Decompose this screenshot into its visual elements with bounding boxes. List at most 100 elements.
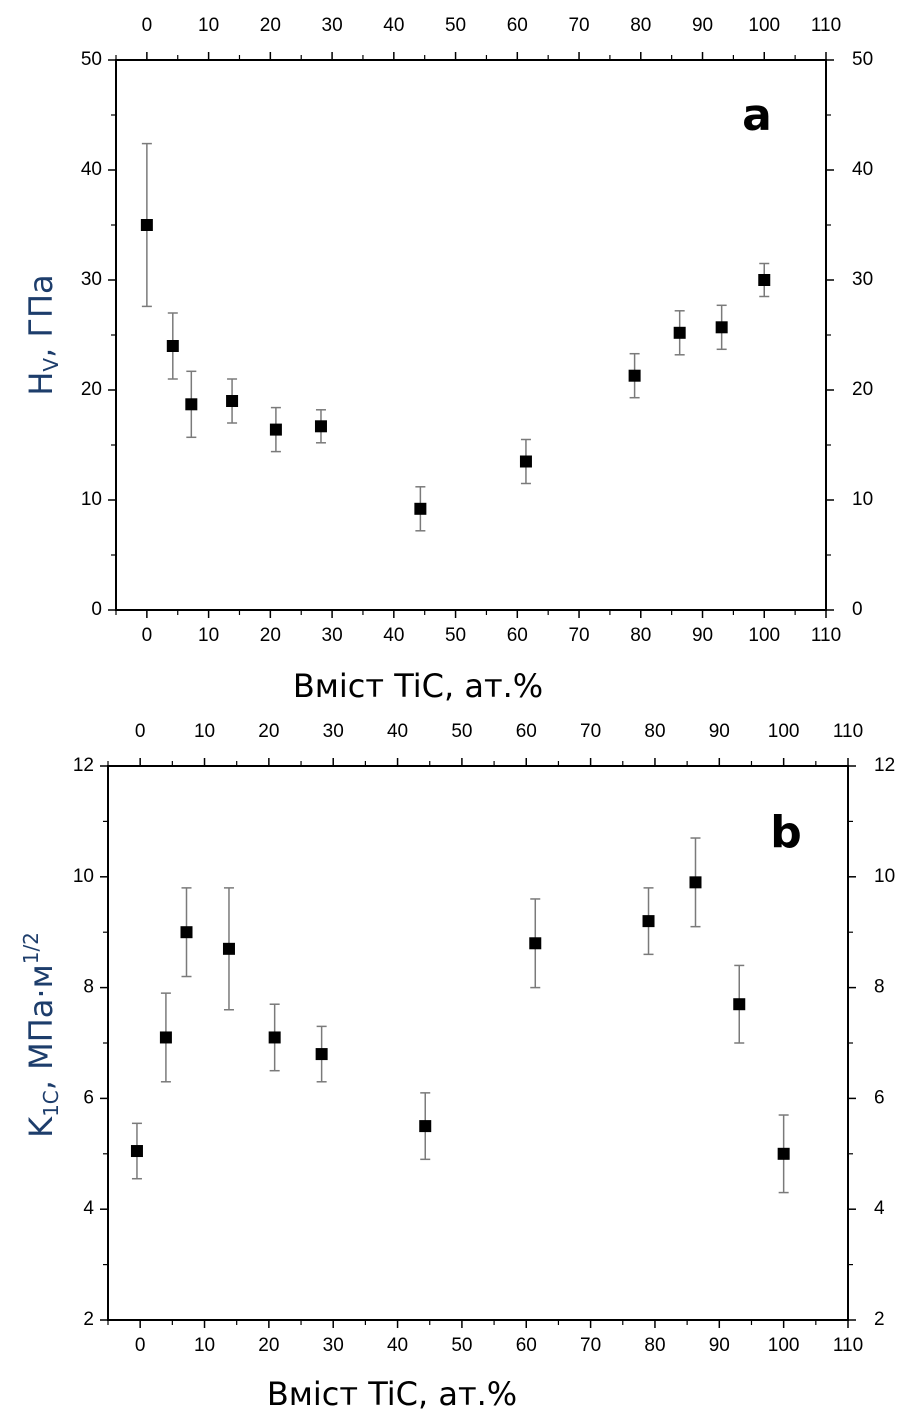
x-tick-label-bottom: 90 <box>692 625 713 646</box>
panel-b-x-axis-label: Вміст TiC, ат.% <box>267 1375 517 1413</box>
y-tick-label-right: 0 <box>852 599 863 620</box>
x-tick-label-top: 20 <box>260 15 281 36</box>
data-point <box>269 406 282 453</box>
x-tick-label-top: 10 <box>198 15 219 36</box>
y-tick-label-left: 6 <box>83 1087 94 1108</box>
x-tick-label-bottom: 100 <box>748 625 780 646</box>
x-tick-label-top: 0 <box>135 721 146 742</box>
x-tick-label-bottom: 110 <box>811 625 841 646</box>
square-marker <box>758 274 771 286</box>
panel-b-y-label-main: K <box>22 1116 60 1138</box>
square-marker <box>159 1031 172 1044</box>
x-tick-label-top: 90 <box>709 721 730 742</box>
y-tick-label-left: 0 <box>91 599 102 620</box>
y-tick-label-left: 2 <box>83 1309 94 1330</box>
panel-b-axes: 0 0 10 10 20 20 30 30 40 40 50 50 60 60 70 70 80 80 90 90 10… <box>73 721 895 1356</box>
x-tick-label-top: 110 <box>833 721 863 742</box>
x-tick-label-bottom: 30 <box>323 1335 344 1356</box>
data-point <box>673 310 686 356</box>
square-marker <box>268 1031 281 1044</box>
x-tick-label-top: 70 <box>580 721 601 742</box>
square-marker <box>180 926 193 939</box>
y-tick-label-right: 12 <box>874 755 895 776</box>
x-tick-label-bottom: 70 <box>580 1335 601 1356</box>
panel-b-y-label-sup: 1/2 <box>19 932 43 964</box>
data-point <box>268 1003 281 1072</box>
panel-a-letter: a <box>742 90 772 141</box>
square-marker <box>642 915 655 928</box>
x-tick-label-bottom: 50 <box>445 625 466 646</box>
data-point <box>180 887 193 978</box>
square-marker <box>315 1048 328 1061</box>
x-tick-label-bottom: 0 <box>135 1335 146 1356</box>
square-marker <box>185 398 198 411</box>
y-tick-label-right: 20 <box>852 379 873 400</box>
panel-b-data-points <box>130 837 790 1194</box>
x-tick-label-top: 10 <box>194 721 215 742</box>
x-tick-label-bottom: 60 <box>507 625 528 646</box>
data-point <box>519 438 532 485</box>
square-marker <box>519 455 532 468</box>
square-marker <box>673 326 686 339</box>
panel-a-axes: 0 0 10 10 20 20 30 30 40 40 50 50 60 60 70 70 80 80 90 90 10… <box>81 15 873 646</box>
panel-b-letter: b <box>770 807 802 858</box>
x-tick-label-bottom: 60 <box>516 1335 537 1356</box>
square-marker <box>414 502 427 515</box>
data-point <box>733 964 746 1044</box>
data-point <box>715 304 728 351</box>
panel-a-y-label-sub: V <box>39 358 63 372</box>
data-point <box>689 837 702 928</box>
panel-a-x-axis-label: Вміст TiC, ат.% <box>293 667 543 705</box>
x-tick-label-bottom: 90 <box>709 1335 730 1356</box>
data-point <box>529 898 542 989</box>
x-tick-label-top: 50 <box>445 15 466 36</box>
x-tick-label-top: 90 <box>692 15 713 36</box>
x-tick-label-bottom: 70 <box>568 625 589 646</box>
x-tick-label-top: 30 <box>323 721 344 742</box>
x-tick-label-bottom: 10 <box>198 625 219 646</box>
panel-a-y-axis-label: HV, ГПа <box>22 274 63 395</box>
data-point <box>185 370 198 439</box>
y-tick-label-right: 40 <box>852 159 873 180</box>
y-tick-label-right: 10 <box>874 866 895 887</box>
x-tick-label-top: 80 <box>630 15 651 36</box>
y-tick-label-left: 10 <box>81 489 102 510</box>
x-tick-label-top: 70 <box>568 15 589 36</box>
data-point <box>315 1025 328 1083</box>
x-tick-label-bottom: 80 <box>644 1335 665 1356</box>
square-marker <box>166 340 179 352</box>
square-marker <box>628 369 641 382</box>
x-tick-label-bottom: 20 <box>258 1335 279 1356</box>
x-tick-label-top: 60 <box>516 721 537 742</box>
data-point <box>159 992 172 1083</box>
data-point <box>414 486 427 532</box>
x-tick-label-top: 100 <box>748 15 780 36</box>
panel-a-y-label-main: H <box>22 372 60 396</box>
data-point <box>777 1114 790 1194</box>
x-tick-label-bottom: 10 <box>194 1335 215 1356</box>
x-tick-label-top: 40 <box>383 15 404 36</box>
x-tick-label-top: 100 <box>768 721 800 742</box>
data-point <box>226 378 239 424</box>
panel-a-chart: 0 0 10 10 20 20 30 30 40 40 50 50 60 60 70 70 80 80 90 90 10… <box>22 15 873 705</box>
x-tick-label-bottom: 0 <box>142 625 153 646</box>
panel-b-y-axis-label: K1C, МПа·м1/2 <box>19 932 63 1138</box>
y-tick-label-right: 4 <box>874 1198 885 1219</box>
x-tick-label-bottom: 40 <box>387 1335 408 1356</box>
panel-a-y-label-rest: , ГПа <box>22 274 60 358</box>
y-tick-label-left: 20 <box>81 379 102 400</box>
y-tick-label-right: 8 <box>874 977 885 998</box>
x-tick-label-top: 60 <box>507 15 528 36</box>
data-point <box>628 352 641 399</box>
y-tick-label-left: 50 <box>81 49 102 70</box>
y-tick-label-left: 4 <box>83 1198 94 1219</box>
panel-a-data-points <box>140 142 771 532</box>
x-tick-label-top: 30 <box>322 15 343 36</box>
square-marker <box>529 937 542 950</box>
y-tick-label-right: 50 <box>852 49 873 70</box>
x-tick-label-bottom: 30 <box>322 625 343 646</box>
square-marker <box>733 998 746 1011</box>
data-point <box>166 312 179 380</box>
square-marker <box>715 321 728 334</box>
